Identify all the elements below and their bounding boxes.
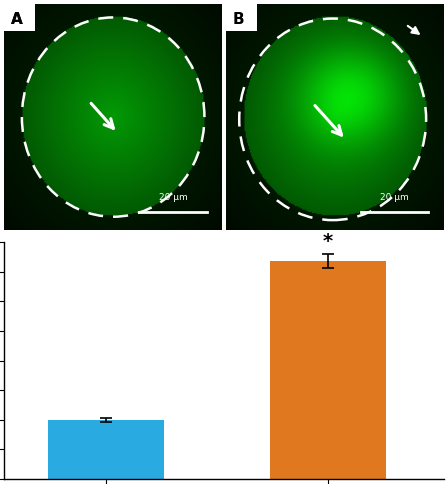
- Text: 20 μm: 20 μm: [380, 193, 409, 201]
- FancyBboxPatch shape: [226, 5, 257, 32]
- Text: B: B: [233, 12, 244, 27]
- Text: 20 μm: 20 μm: [159, 193, 187, 201]
- Text: A: A: [11, 12, 23, 27]
- Text: *: *: [323, 232, 333, 251]
- Bar: [270, 261, 386, 479]
- Text: A: A: [11, 12, 23, 27]
- Bar: [48, 420, 164, 479]
- FancyBboxPatch shape: [4, 5, 35, 32]
